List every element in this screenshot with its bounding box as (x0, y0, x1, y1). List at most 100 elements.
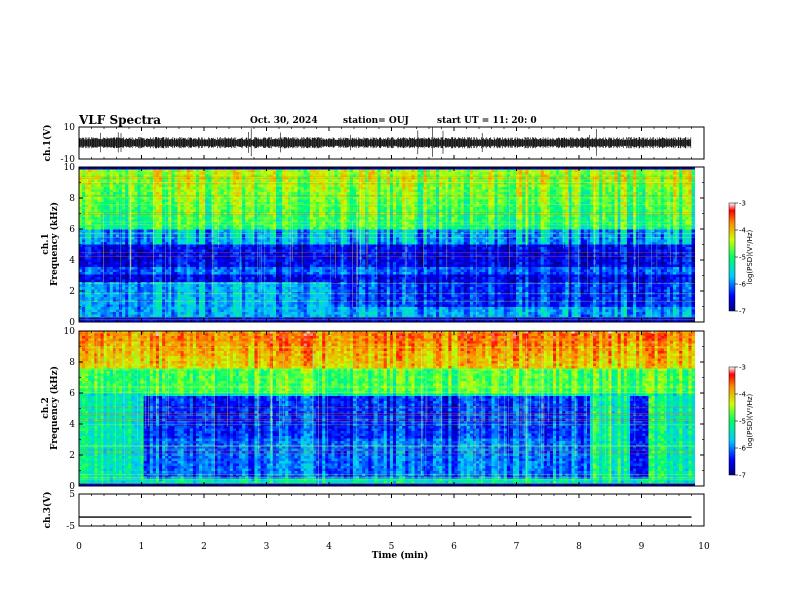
spectrogram-cell (125, 277, 128, 280)
spectrogram-cell (122, 245, 125, 248)
spectrogram-cell (107, 187, 110, 190)
spectrogram-cell (88, 230, 91, 233)
spectrogram-cell (113, 247, 116, 250)
spectrogram-cell (122, 207, 125, 210)
spectrogram-cell (113, 312, 116, 315)
spectrogram-cell (134, 180, 137, 183)
spectrogram-cell (101, 187, 104, 190)
spectrogram-cell (113, 187, 116, 190)
spectrogram-cell (91, 215, 94, 218)
spectrogram-cell (79, 292, 82, 295)
spectrogram-cell (110, 280, 113, 283)
spectrogram-cell (82, 192, 85, 195)
spectrogram-cell (88, 192, 91, 195)
spectrogram-cell (82, 202, 85, 205)
spectrogram-cell (125, 280, 128, 283)
spectrogram-cell (110, 302, 113, 305)
spectrogram-cell (82, 240, 85, 243)
spectrogram-cell (85, 217, 88, 220)
spectrogram-cell (85, 240, 88, 243)
spectrogram-cell (97, 222, 100, 225)
spectrogram-cell (91, 235, 94, 238)
spectrogram-cell (107, 242, 110, 245)
spectrogram-cell (116, 200, 119, 203)
spectrogram-cell (110, 245, 113, 248)
spectrogram-cell (82, 305, 85, 308)
spectrogram-cell (107, 180, 110, 183)
spectrogram-cell (94, 247, 97, 250)
spectrogram-cell (107, 247, 110, 250)
spectrogram-cell (97, 200, 100, 203)
spectrogram-cell (94, 222, 97, 225)
spectrogram-cell (97, 280, 100, 283)
spectrogram-cell (88, 215, 91, 218)
spectrogram-cell (110, 290, 113, 293)
spectrogram-cell (131, 185, 134, 188)
spectrogram-cell (101, 180, 104, 183)
spectrogram-cell (94, 235, 97, 238)
spectrogram-cell (91, 172, 94, 175)
spectrogram-cell (113, 250, 116, 253)
spectrogram-cell (107, 210, 110, 213)
spectrogram-cell (91, 180, 94, 183)
spectrogram-cell (91, 280, 94, 283)
spectrogram-cell (122, 180, 125, 183)
spectrogram-cell (91, 242, 94, 245)
spectrogram-cell (88, 290, 91, 293)
spectrogram-cell (101, 287, 104, 290)
spectrogram-cell (88, 262, 91, 265)
spectrogram-cell (122, 310, 125, 313)
spectrogram-cell (116, 202, 119, 205)
spectrogram-cell (107, 255, 110, 258)
spectrogram-cell (101, 172, 104, 175)
spectrogram-cell (79, 235, 82, 238)
spectrogram-cell (88, 310, 91, 313)
spectrogram-cell (94, 295, 97, 298)
spectrogram-cell (125, 265, 128, 268)
spectrogram-cell (107, 217, 110, 220)
spectrogram-cell (104, 255, 107, 258)
spectrogram-cell (94, 180, 97, 183)
spectrogram-cell (131, 240, 134, 243)
spectrogram-cell (91, 307, 94, 310)
spectrogram-cell (113, 277, 116, 280)
spectrogram-cell (125, 185, 128, 188)
spectrogram-cell (122, 307, 125, 310)
spectrogram-cell (107, 197, 110, 200)
spectrogram-cell (101, 317, 104, 320)
spectrogram-cell (94, 192, 97, 195)
spectrogram-cell (101, 185, 104, 188)
spectrogram-cell (88, 197, 91, 200)
spectrogram-cell (82, 267, 85, 270)
spectrogram-cell (125, 312, 128, 315)
spectrogram-cell (125, 210, 128, 213)
spectrogram-cell (82, 247, 85, 250)
spectrogram-cell (97, 307, 100, 310)
spectrogram-cell (119, 317, 122, 320)
spectrogram-cell (116, 267, 119, 270)
spectrogram-cell (107, 290, 110, 293)
spectrogram-cell (131, 247, 134, 250)
spectrogram-cell (134, 192, 137, 195)
spectrogram-cell (110, 272, 113, 275)
spectrogram-cell (116, 187, 119, 190)
spectrogram-cell (125, 207, 128, 210)
spectrogram-cell (85, 202, 88, 205)
spectrogram-cell (110, 197, 113, 200)
spectrogram-cell (91, 287, 94, 290)
spectrogram-cell (125, 240, 128, 243)
spectrogram-cell (110, 257, 113, 260)
spectrogram-cell (91, 257, 94, 260)
spectrogram-cell (110, 285, 113, 288)
spectrogram-cell (110, 172, 113, 175)
spectrogram-cell (79, 305, 82, 308)
spectrogram-cell (134, 202, 137, 205)
spectrogram-cell (101, 202, 104, 205)
spectrogram-cell (116, 210, 119, 213)
spectrogram-cell (107, 227, 110, 230)
spectrogram-cell (110, 270, 113, 273)
spectrogram-cell (91, 230, 94, 233)
spectrogram-cell (101, 295, 104, 298)
spectrogram-cell (107, 232, 110, 235)
spectrogram-cell (125, 235, 128, 238)
